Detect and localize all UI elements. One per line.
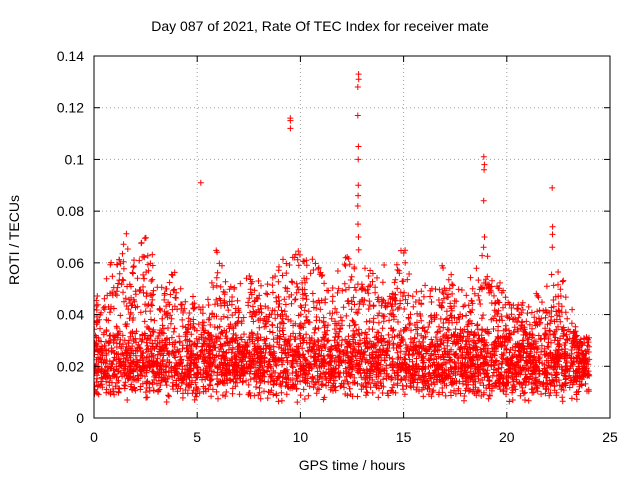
y-tick-label: 0.12 bbox=[57, 100, 84, 116]
y-tick-label: 0.06 bbox=[57, 255, 84, 271]
x-axis-label: GPS time / hours bbox=[298, 457, 406, 473]
x-tick-label: 20 bbox=[499, 429, 515, 445]
axis-ticks: 0 5 10 15 20 25 0 0.02 0.04 0.06 0.08 0.1 0.12 0.14 bbox=[57, 48, 618, 445]
y-axis-label: ROTI / TECUs bbox=[6, 195, 22, 285]
chart-title: Day 087 of 2021, Rate Of TEC Index for r… bbox=[151, 18, 489, 34]
x-tick-label: 10 bbox=[293, 429, 309, 445]
x-tick-label: 5 bbox=[193, 429, 201, 445]
y-tick-label: 0.1 bbox=[65, 151, 85, 167]
plot-frame bbox=[93, 55, 611, 419]
x-tick-label: 0 bbox=[90, 429, 98, 445]
data-points bbox=[94, 71, 593, 406]
x-tick-label: 25 bbox=[602, 429, 618, 445]
x-tick-label: 15 bbox=[396, 429, 412, 445]
y-tick-label: 0.04 bbox=[57, 307, 84, 323]
y-tick-label: 0 bbox=[76, 410, 84, 426]
y-tick-label: 0.14 bbox=[57, 48, 84, 64]
grid-lines bbox=[94, 56, 610, 418]
y-tick-label: 0.02 bbox=[57, 358, 84, 374]
y-tick-label: 0.08 bbox=[57, 203, 84, 219]
roti-data-markers bbox=[94, 71, 593, 406]
